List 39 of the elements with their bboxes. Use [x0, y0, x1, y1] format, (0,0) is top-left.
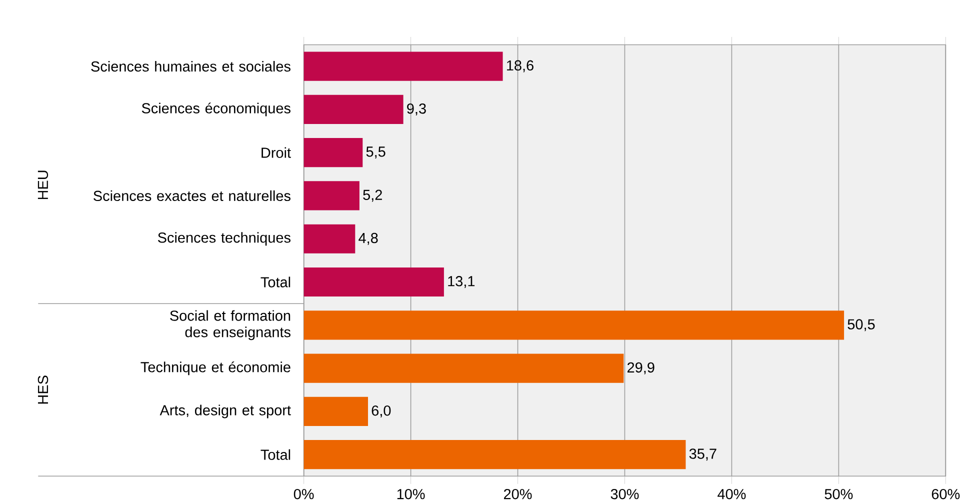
- y-tick-label: Sciences humaines et sociales: [91, 60, 290, 72]
- bar: [304, 52, 503, 81]
- bar: [304, 267, 444, 297]
- y-tick-label: Sciences économiques: [142, 102, 290, 116]
- x-tick-label: 30%: [610, 488, 639, 500]
- x-tick-label: 50%: [824, 488, 853, 500]
- bar: [304, 181, 360, 210]
- data-label: 4,8: [358, 232, 378, 245]
- x-tick-label: 20%: [504, 488, 532, 500]
- y-tick-label: Total: [260, 276, 290, 288]
- y-tick-label: Sciences exactes et naturelles: [94, 190, 290, 202]
- data-label: 5,5: [366, 146, 386, 158]
- data-label: 50,5: [848, 319, 875, 332]
- y-tick-label: Social et formation des enseignants: [170, 310, 290, 340]
- bar: [304, 354, 624, 383]
- y-tick-label: Droit: [262, 147, 291, 158]
- x-tick-label: 0%: [294, 488, 314, 500]
- data-label: 35,7: [689, 448, 716, 461]
- x-tick-label: 60%: [932, 488, 960, 500]
- data-label: 29,9: [628, 362, 654, 374]
- text: HEU: [38, 170, 48, 200]
- bar: [304, 224, 356, 254]
- x-tick-label: 40%: [718, 488, 746, 500]
- x-tick-label: 10%: [397, 488, 425, 500]
- y-tick-label: Total: [260, 449, 290, 460]
- y-tick-label: Arts, design et sport: [160, 404, 291, 418]
- bar: [304, 94, 404, 124]
- y-tick-label: Sciences techniques: [158, 232, 290, 246]
- text: HES: [38, 376, 48, 404]
- bar: [304, 138, 363, 168]
- y-tick-label: Technique et économie: [140, 361, 290, 376]
- bar: [304, 396, 368, 426]
- bar: [304, 310, 844, 340]
- data-label: 5,2: [363, 190, 382, 202]
- data-label: 13,1: [448, 276, 475, 288]
- data-label: 18,6: [507, 60, 534, 72]
- data-label: 9,3: [407, 103, 426, 116]
- bar: [304, 440, 686, 470]
- data-label: 6,0: [372, 405, 391, 418]
